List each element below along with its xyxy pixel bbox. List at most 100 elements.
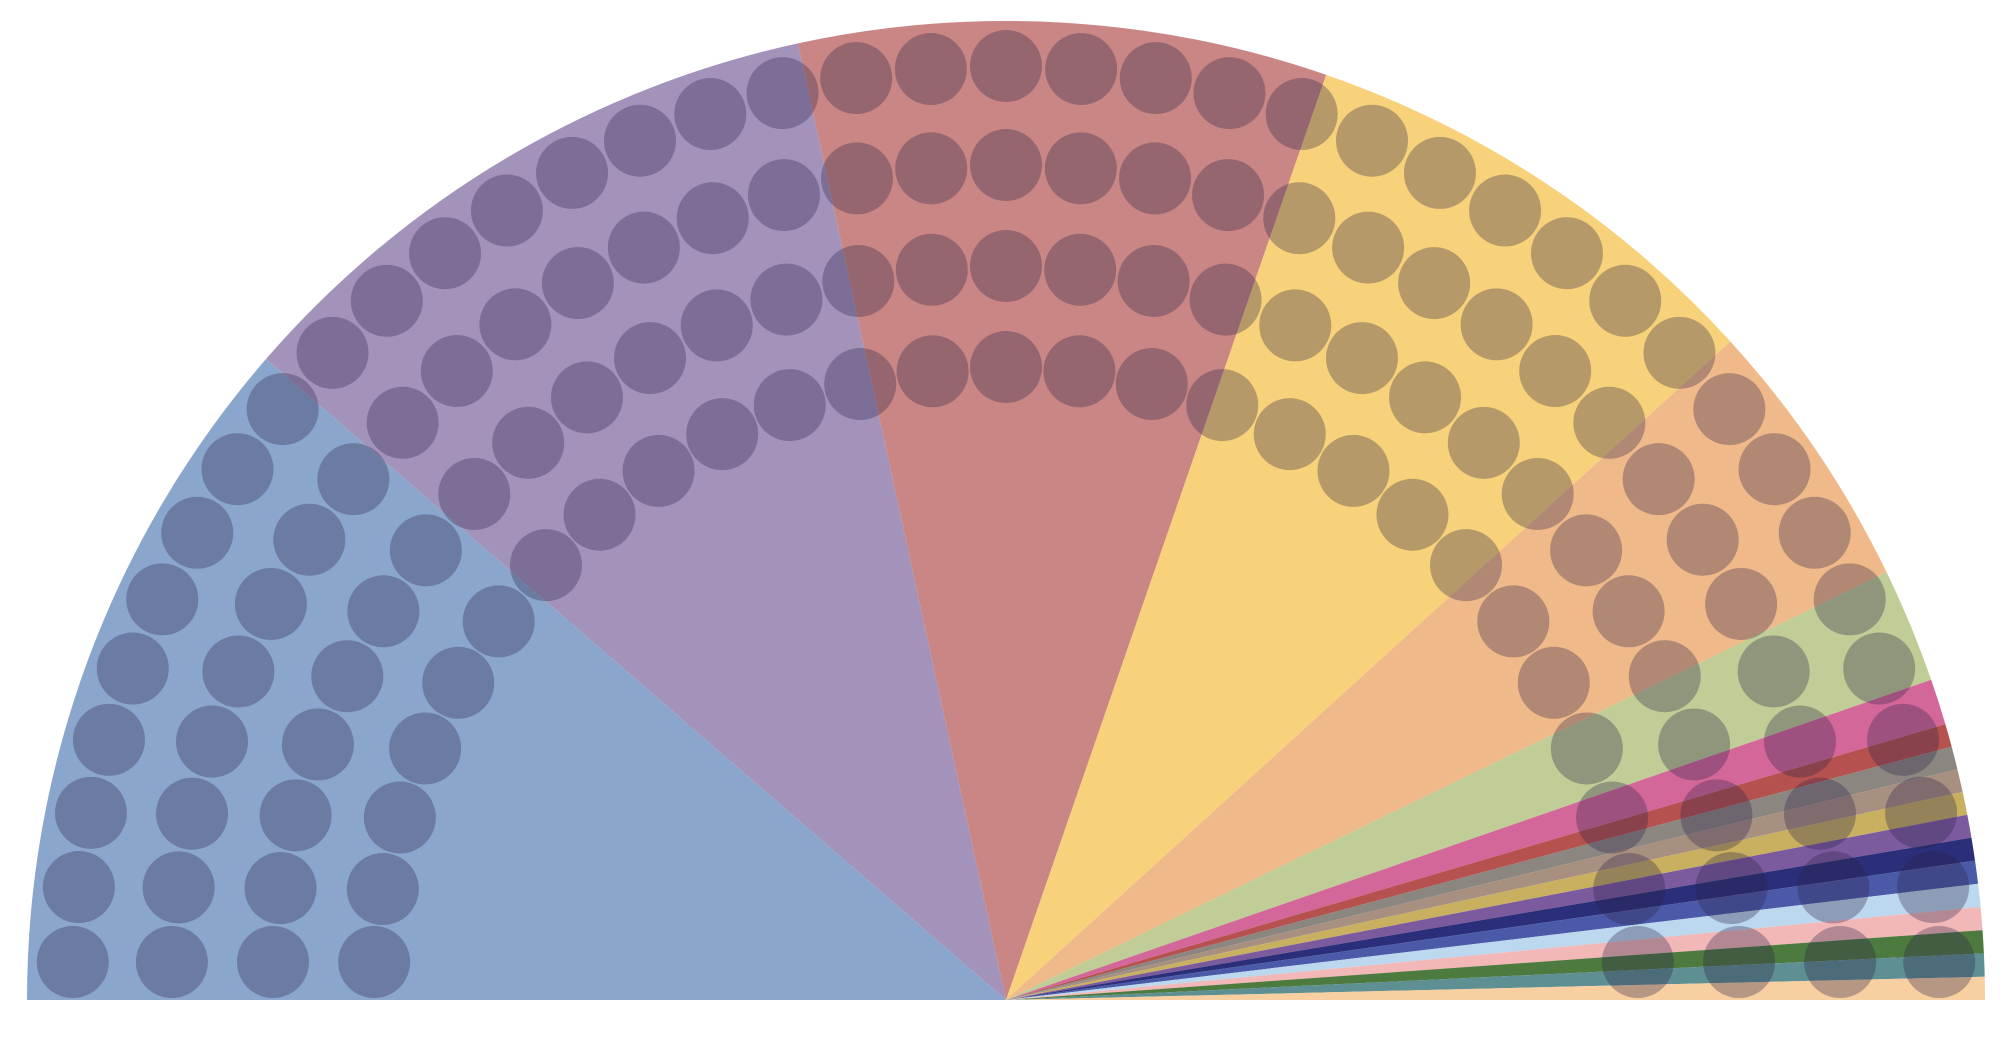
seat-dot	[1622, 443, 1695, 516]
seat-dot	[156, 777, 229, 850]
seat-dot	[142, 851, 215, 924]
seat-dot	[970, 129, 1042, 201]
seat-dot	[389, 514, 462, 587]
seat-dot	[1263, 182, 1336, 255]
seat-dot	[541, 247, 614, 320]
seat-dot	[622, 434, 695, 507]
seat-dot	[366, 386, 439, 459]
seat-dot	[686, 398, 759, 471]
seat-dot	[1737, 635, 1810, 708]
seat-dot	[753, 369, 826, 442]
seat-dot	[420, 335, 493, 408]
seat-dot	[1429, 529, 1502, 602]
seat-dot	[1867, 703, 1940, 776]
party-wedge	[1006, 679, 1946, 1000]
seat-dot	[822, 245, 895, 318]
seat-dot	[895, 233, 968, 306]
seat-dot	[1325, 322, 1398, 395]
seat-dot	[201, 433, 274, 506]
seat-dot	[1843, 632, 1916, 705]
seat-dot	[236, 926, 309, 999]
seat-dot	[747, 159, 820, 232]
party-wedge	[1006, 883, 1981, 1000]
party-wedge	[1006, 860, 1979, 1000]
seat-dot	[1903, 926, 1976, 999]
seat-dot	[126, 563, 199, 636]
seat-dot	[1658, 708, 1731, 781]
seat-dot	[1885, 776, 1958, 849]
seat-dot	[1576, 781, 1649, 854]
seat-dot	[273, 503, 346, 576]
seat-dot	[1550, 514, 1623, 587]
seat-dot	[750, 263, 823, 336]
seat-dot	[1186, 369, 1259, 442]
party-wedge	[1006, 906, 1983, 1000]
seat-dot	[1705, 567, 1778, 640]
seat-dot	[363, 781, 436, 854]
seat-dot	[1253, 398, 1326, 471]
party-wedge	[1006, 724, 1952, 1000]
seat-dot	[1501, 457, 1574, 530]
seat-dot	[281, 708, 354, 781]
seat-dot	[161, 496, 234, 569]
seat-dot	[1783, 777, 1856, 850]
seat-dot	[234, 567, 307, 640]
seat-dot	[563, 478, 636, 551]
seat-dot	[438, 457, 511, 530]
seat-dot	[1804, 926, 1877, 999]
seat-dot	[1695, 852, 1768, 925]
seat-dot	[1477, 585, 1550, 658]
seat-dot	[462, 585, 535, 658]
seat-dot	[510, 529, 583, 602]
seat-dot	[1259, 289, 1332, 362]
seat-dot	[1693, 373, 1766, 446]
seat-dot	[820, 42, 893, 115]
seat-dot	[1593, 853, 1666, 926]
seat-dot	[389, 712, 462, 785]
seat-dot	[746, 57, 819, 130]
seat-dot	[824, 348, 897, 421]
party-wedge	[1006, 769, 1963, 1000]
seat-dot	[1189, 263, 1262, 336]
seat-dot	[1460, 288, 1533, 361]
seat-dot	[176, 705, 249, 778]
party-wedge	[1006, 953, 1985, 1000]
party-wedge	[1006, 814, 1972, 1000]
seat-dot	[202, 635, 275, 708]
seat-dot	[1447, 406, 1520, 479]
seat-dot	[1517, 646, 1590, 719]
seat-dot	[1044, 233, 1117, 306]
seat-dot	[607, 211, 680, 284]
seat-dot	[1666, 503, 1739, 576]
seat-dot	[970, 230, 1042, 302]
seat-dot	[970, 331, 1042, 403]
seat-dot	[492, 406, 565, 479]
seat-dot	[895, 132, 968, 205]
seat-dot	[1117, 245, 1190, 318]
seat-dot	[603, 104, 676, 177]
seat-dot	[1045, 33, 1118, 106]
seat-dot	[536, 136, 609, 209]
party-wedge	[27, 358, 1006, 1000]
seat-dot	[1592, 575, 1665, 648]
seat-dot	[550, 361, 623, 434]
seat-dot	[96, 632, 169, 705]
party-wedge	[1006, 791, 1968, 1000]
seat-dot	[350, 264, 423, 337]
seat-dot	[470, 174, 543, 247]
party-wedge	[1006, 930, 1984, 1000]
seat-dot	[1192, 159, 1265, 232]
seat-dot	[246, 373, 319, 446]
party-wedge	[1006, 572, 1932, 1000]
seat-dot	[346, 853, 419, 926]
seat-dot	[1119, 142, 1192, 215]
party-wedge	[1006, 341, 1887, 1001]
seat-dot	[1376, 478, 1449, 551]
seat-dot	[42, 851, 115, 924]
seat-dot	[479, 288, 552, 361]
seat-dot	[676, 182, 749, 255]
seat-dot	[1738, 433, 1811, 506]
party-wedge	[1006, 976, 1985, 1000]
seat-dot	[1403, 136, 1476, 209]
